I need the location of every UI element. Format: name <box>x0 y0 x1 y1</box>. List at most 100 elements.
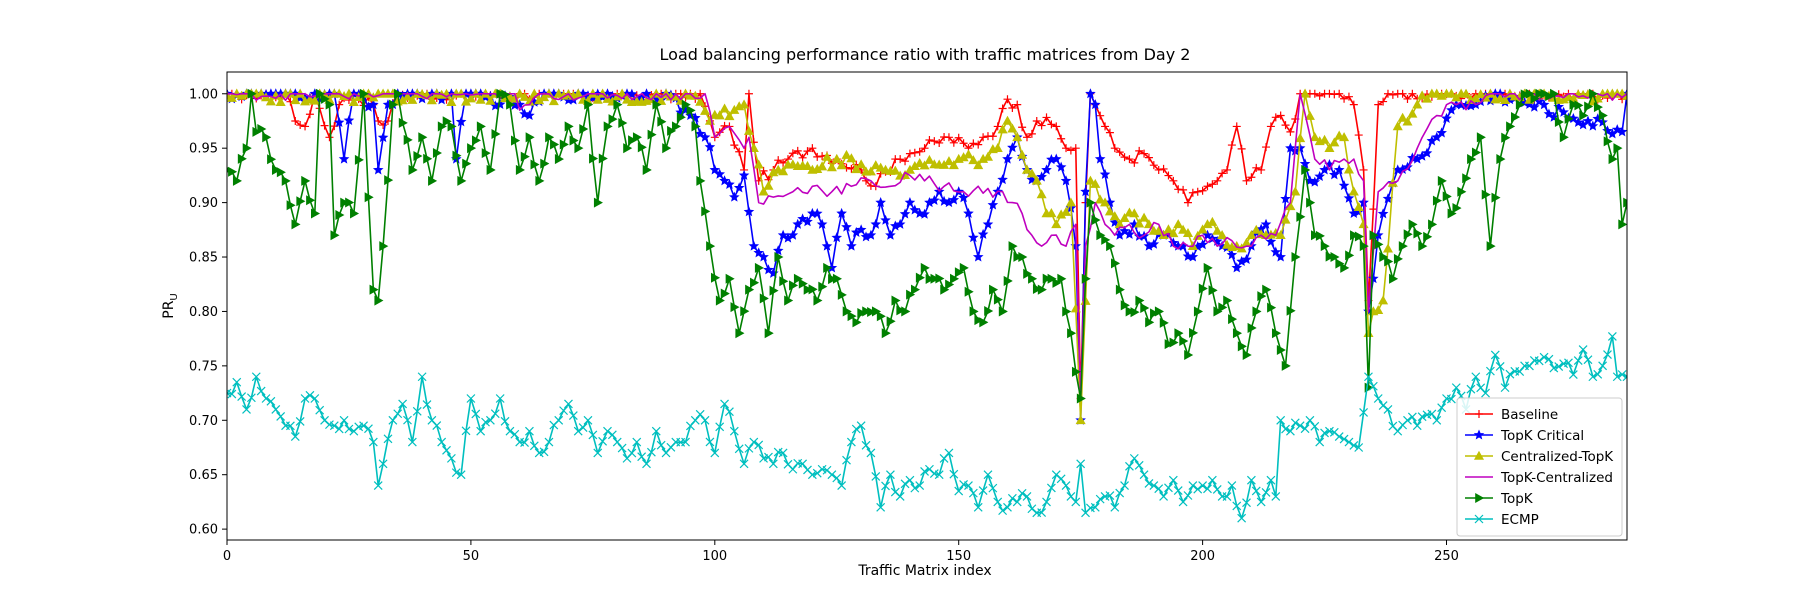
data-point <box>851 164 862 174</box>
data-point <box>232 377 242 387</box>
data-point <box>1461 88 1472 98</box>
data-point <box>857 308 867 319</box>
x-tick-label: 0 <box>223 549 231 564</box>
data-point <box>1393 426 1403 436</box>
data-point <box>1096 111 1105 120</box>
data-point <box>881 328 891 339</box>
data-point <box>901 157 910 166</box>
data-point <box>432 148 442 159</box>
data-point <box>1495 93 1506 103</box>
data-point <box>1099 168 1111 179</box>
data-point <box>802 216 813 227</box>
data-point <box>1452 203 1462 214</box>
data-point <box>1159 317 1169 328</box>
y-tick-label: 0.85 <box>189 251 218 266</box>
data-point <box>1106 241 1116 252</box>
data-point <box>1354 131 1363 140</box>
data-point <box>847 311 857 322</box>
data-point <box>895 492 905 501</box>
data-point <box>1134 460 1144 470</box>
data-point <box>696 89 705 98</box>
data-point <box>281 175 291 186</box>
chart-title: Load balancing performance ratio with tr… <box>660 45 1191 64</box>
data-point <box>1164 339 1174 350</box>
data-point <box>1237 513 1247 523</box>
series-ecmp <box>227 332 1627 523</box>
data-point <box>691 121 701 132</box>
data-point <box>359 88 369 99</box>
data-point <box>1275 251 1286 262</box>
data-point <box>584 99 594 110</box>
data-point <box>856 159 867 169</box>
data-point <box>1368 381 1378 391</box>
data-point <box>1311 230 1321 241</box>
data-point <box>1057 134 1066 143</box>
data-point <box>485 95 496 105</box>
data-point <box>740 306 750 317</box>
legend: Baseline TopK Critical Centralized-TopK Top… <box>1456 397 1623 537</box>
data-point <box>1354 443 1364 452</box>
data-point <box>1183 198 1192 207</box>
data-point <box>1056 474 1066 484</box>
data-point <box>1096 230 1106 241</box>
data-point <box>915 272 925 283</box>
data-point <box>1496 154 1506 165</box>
data-point <box>1071 144 1080 153</box>
data-point <box>617 443 627 453</box>
data-point <box>890 165 901 175</box>
data-point <box>455 116 467 127</box>
data-point <box>914 157 925 168</box>
data-point <box>964 481 973 491</box>
data-point <box>1125 461 1134 471</box>
data-point <box>491 128 501 140</box>
y-tick-label: 1.00 <box>189 87 218 102</box>
data-point <box>1413 228 1423 239</box>
data-point <box>984 306 994 317</box>
data-point <box>1119 212 1130 223</box>
data-point <box>554 415 564 425</box>
data-point <box>1032 116 1041 125</box>
data-point <box>1251 486 1261 496</box>
data-point <box>559 139 569 150</box>
data-point <box>1149 161 1158 170</box>
data-point <box>1607 332 1617 341</box>
data-point <box>1237 144 1246 153</box>
data-point <box>1353 201 1364 211</box>
data-point <box>763 180 774 190</box>
data-point <box>934 470 944 480</box>
data-point <box>1115 488 1125 498</box>
data-point <box>330 230 340 241</box>
data-point <box>1344 92 1353 101</box>
data-point <box>1319 134 1330 144</box>
data-point <box>1207 475 1217 485</box>
data-point <box>1164 483 1173 493</box>
data-point <box>1149 481 1159 491</box>
data-point <box>266 396 276 406</box>
data-point <box>1208 180 1217 189</box>
data-point <box>803 147 812 156</box>
data-point <box>1359 407 1369 417</box>
plot-frame <box>226 71 1628 541</box>
data-point <box>651 426 661 436</box>
data-point <box>1359 241 1369 252</box>
data-point <box>646 447 656 457</box>
data-point <box>476 426 486 436</box>
legend-label: ECMP <box>1501 512 1539 528</box>
data-point <box>267 154 277 165</box>
data-point <box>852 317 862 328</box>
data-point <box>305 390 315 400</box>
data-point <box>1286 127 1295 136</box>
data-point <box>515 164 525 175</box>
data-point <box>1529 101 1540 112</box>
data-point <box>428 175 438 186</box>
data-point <box>905 149 914 158</box>
data-point <box>778 448 788 458</box>
data-point <box>437 121 447 132</box>
data-point <box>1252 306 1262 317</box>
data-point <box>1062 306 1072 317</box>
data-point <box>524 109 535 121</box>
data-point <box>910 148 919 157</box>
data-point <box>904 197 916 208</box>
data-point <box>481 148 491 159</box>
data-point <box>720 399 729 409</box>
